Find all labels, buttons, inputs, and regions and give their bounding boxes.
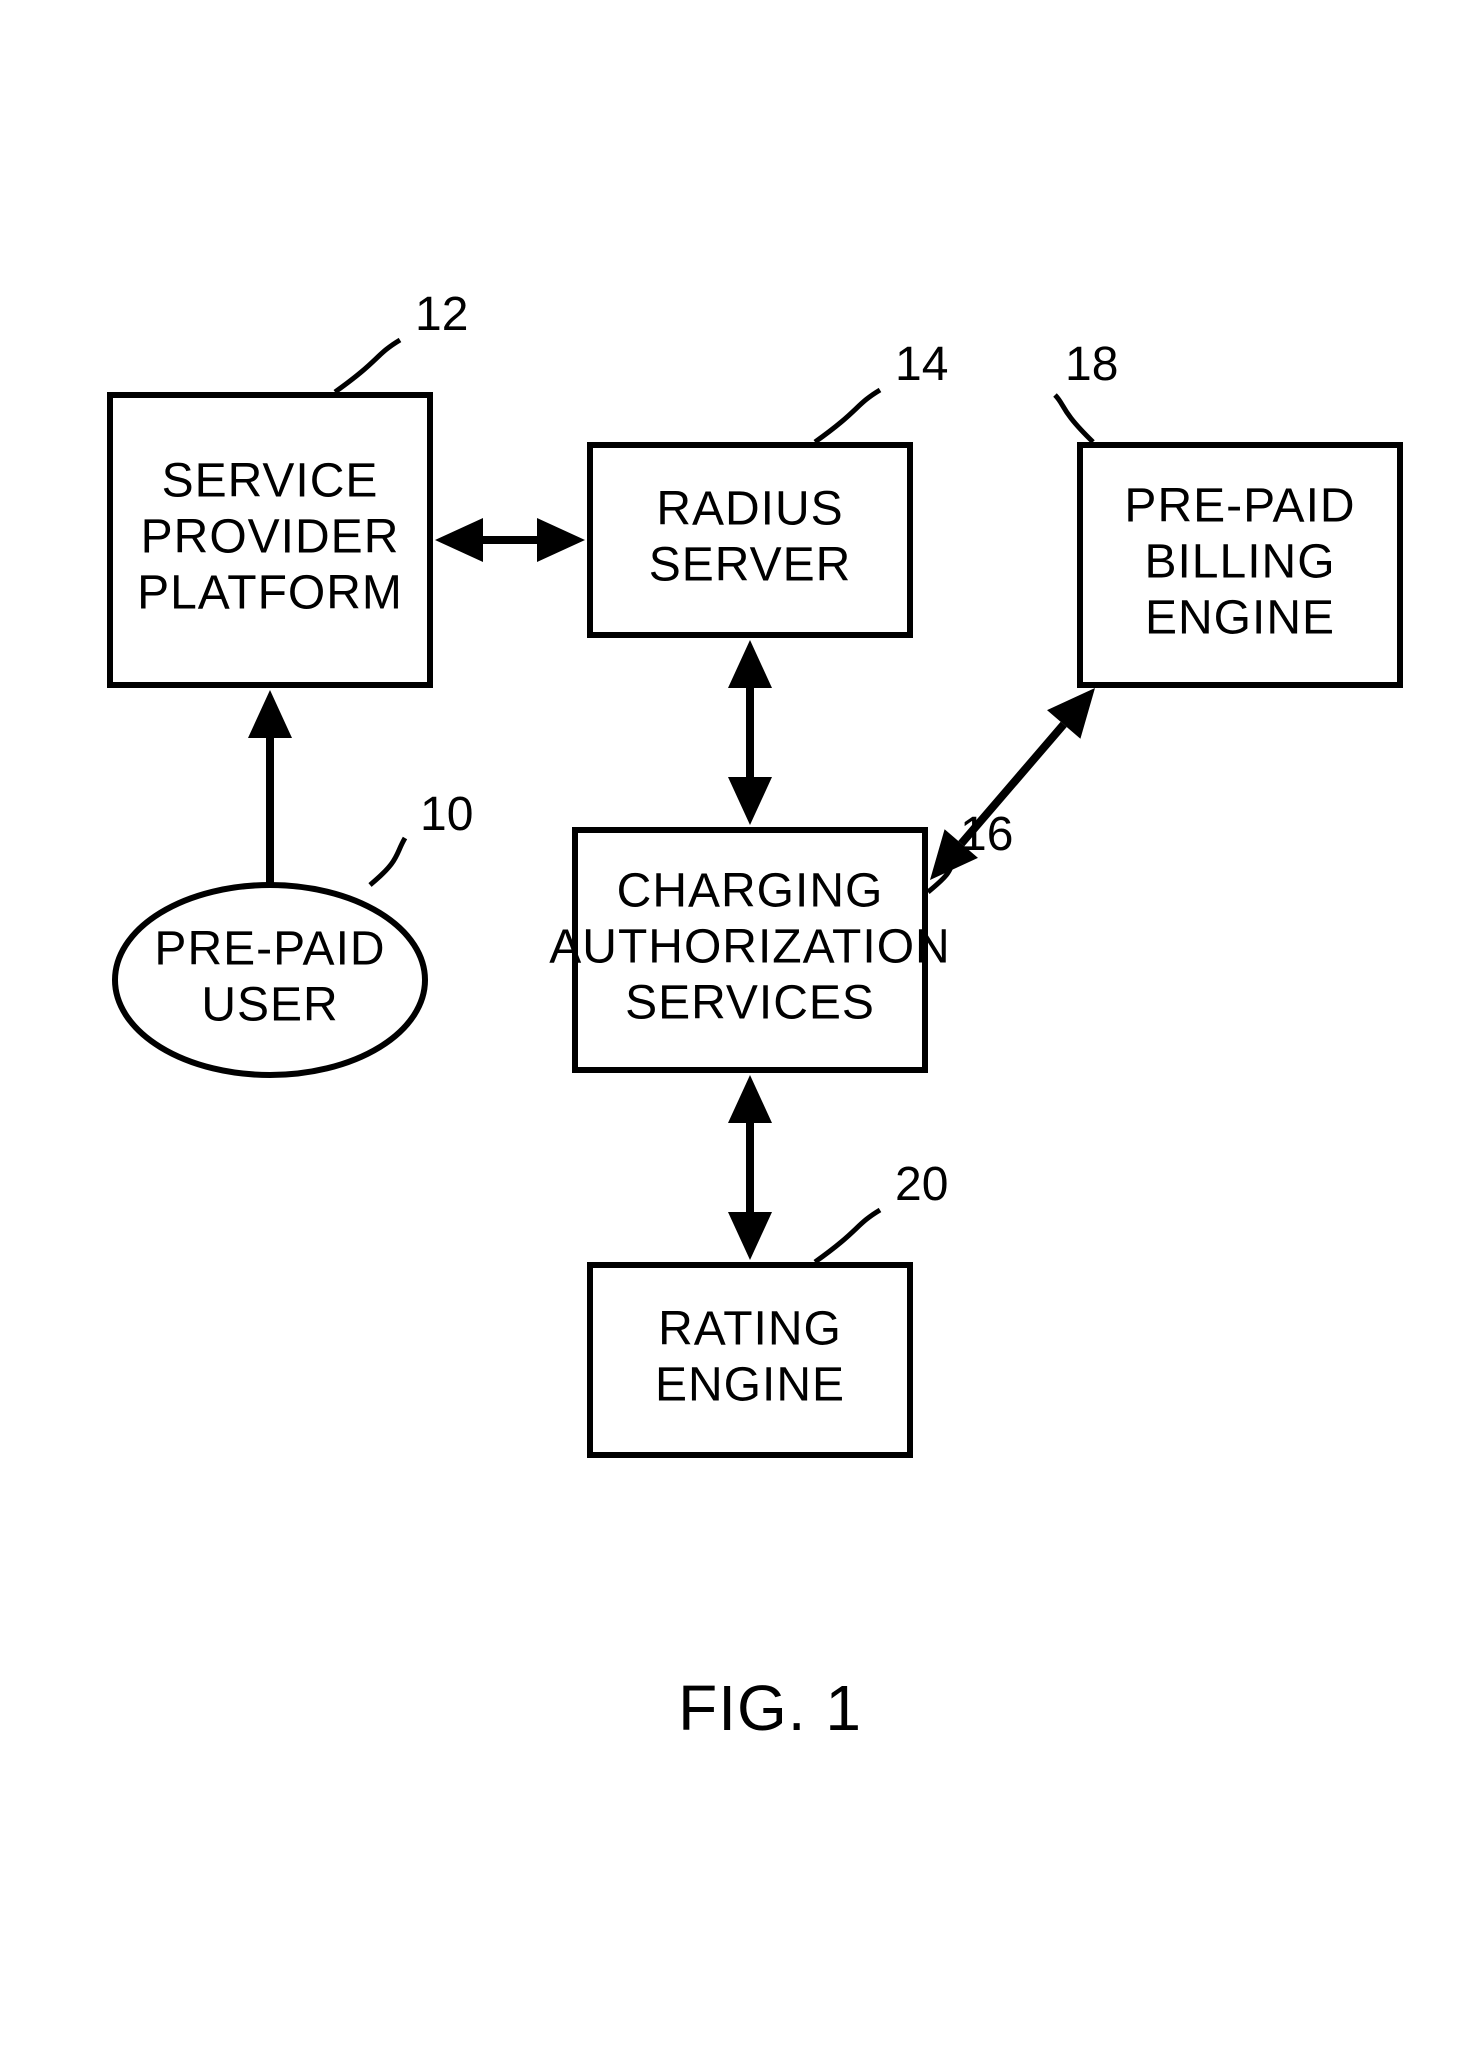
arrow-head <box>728 1075 772 1123</box>
cas-label-2: SERVICES <box>625 977 875 1030</box>
arrow-head <box>248 690 292 738</box>
rating-tag: 20 <box>895 1158 948 1211</box>
spp-tag-leader <box>335 340 400 392</box>
spp-label-0: SERVICE <box>162 455 379 508</box>
user-label-1: USER <box>201 979 338 1032</box>
spp-label-1: PROVIDER <box>141 511 400 564</box>
arrow-head <box>435 518 483 562</box>
user-tag: 10 <box>420 788 473 841</box>
billing-label-1: BILLING <box>1144 536 1335 589</box>
user-tag-leader <box>370 838 405 885</box>
radius-tag: 14 <box>895 338 948 391</box>
spp-tag: 12 <box>415 288 468 341</box>
cas-label-1: AUTHORIZATION <box>549 921 950 974</box>
billing-label-2: ENGINE <box>1145 592 1335 645</box>
arrow-head <box>728 640 772 688</box>
arrow-head <box>728 777 772 825</box>
billing-tag-leader <box>1055 395 1093 442</box>
rating-tag-leader <box>815 1210 880 1262</box>
radius-tag-leader <box>815 390 880 442</box>
radius-label-1: SERVER <box>649 539 852 592</box>
radius-label-0: RADIUS <box>656 483 843 536</box>
cas-tag: 16 <box>960 808 1013 861</box>
rating-label-1: ENGINE <box>655 1359 845 1412</box>
figure-caption: FIG. 1 <box>678 1672 862 1744</box>
billing-tag: 18 <box>1065 338 1118 391</box>
spp-label-2: PLATFORM <box>137 567 403 620</box>
arrow-head <box>728 1212 772 1260</box>
billing-label-0: PRE-PAID <box>1124 480 1355 533</box>
cas-label-0: CHARGING <box>617 865 884 918</box>
rating-label-0: RATING <box>658 1303 842 1356</box>
user-label-0: PRE-PAID <box>154 923 385 976</box>
arrow-head <box>537 518 585 562</box>
